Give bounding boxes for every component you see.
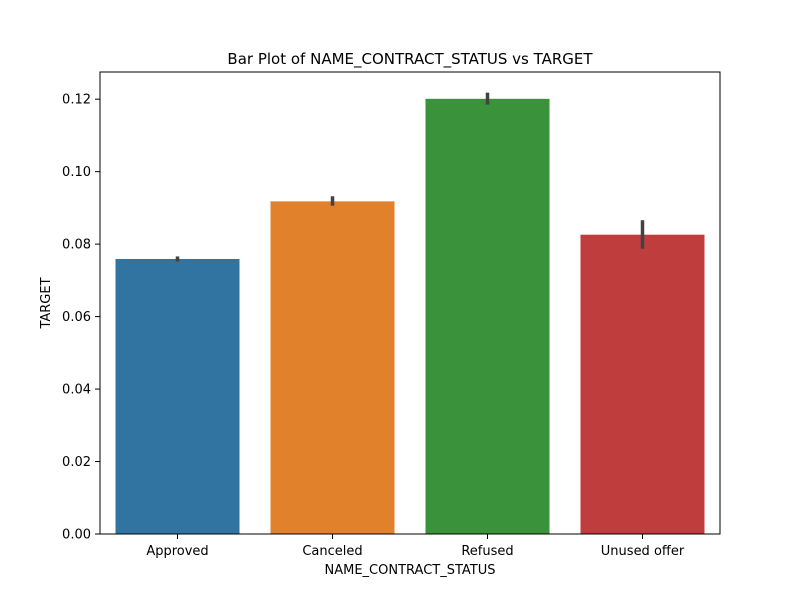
bar-refused: [425, 98, 550, 534]
x-tick-label: Canceled: [302, 544, 362, 559]
plot-frame: [99, 71, 721, 535]
axes-layer: [99, 71, 721, 535]
y-tick-label: 0.10: [62, 165, 91, 180]
bar-canceled: [270, 201, 395, 535]
x-ticks-layer: Approved Canceled Refused Unused offer: [146, 534, 685, 559]
bar-approved: [115, 258, 240, 534]
y-ticks-layer: 0.00 0.02 0.04 0.06 0.08 0.10 0.12: [62, 93, 100, 543]
y-tick-label: 0.06: [62, 310, 91, 325]
x-axis-label: NAME_CONTRACT_STATUS: [325, 563, 496, 578]
y-axis-label: TARGET: [39, 277, 54, 329]
y-tick-label: 0.04: [62, 383, 91, 398]
y-tick-label: 0.00: [62, 528, 91, 543]
bars-layer: [115, 98, 705, 535]
y-tick-label: 0.08: [62, 238, 91, 253]
error-bars-layer: [175, 92, 645, 262]
x-tick-label: Approved: [146, 544, 208, 559]
x-tick-label: Unused offer: [601, 544, 685, 559]
x-tick-label: Refused: [461, 544, 513, 559]
y-tick-label: 0.12: [62, 93, 91, 108]
bar-unused-offer: [580, 234, 705, 534]
chart-title: Bar Plot of NAME_CONTRACT_STATUS vs TARG…: [227, 50, 593, 69]
y-tick-label: 0.02: [62, 455, 91, 470]
